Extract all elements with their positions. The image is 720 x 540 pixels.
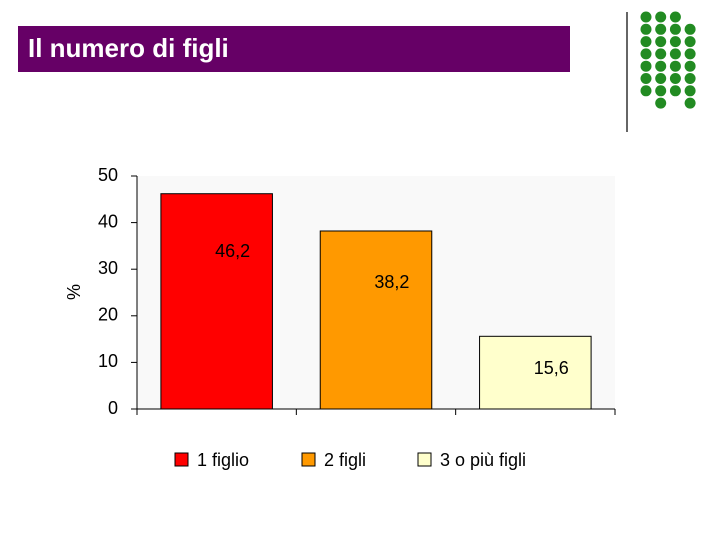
dot [655, 60, 667, 72]
data-label: 38,2 [374, 272, 409, 292]
dot [669, 36, 681, 48]
dot [655, 48, 667, 60]
dot [640, 23, 652, 35]
y-axis-label: % [64, 284, 84, 300]
y-tick-label: 40 [98, 211, 118, 231]
data-label: 46,2 [215, 241, 250, 261]
dot [684, 36, 696, 48]
legend-swatch [301, 452, 316, 467]
dot [655, 85, 667, 97]
dot [655, 23, 667, 35]
dot [669, 23, 681, 35]
legend-swatch [174, 452, 189, 467]
slide-title: Il numero di figli [28, 33, 229, 63]
title-bar [18, 26, 570, 72]
legend-swatch [417, 452, 432, 467]
y-tick-label: 10 [98, 351, 118, 371]
dot [669, 11, 681, 23]
data-label: 15,6 [534, 358, 569, 378]
dot [684, 23, 696, 35]
dot [640, 48, 652, 60]
dot [684, 85, 696, 97]
dot [684, 73, 696, 84]
y-tick-label: 20 [98, 305, 118, 325]
dot [640, 85, 652, 97]
bar [479, 335, 592, 410]
dot [669, 73, 681, 84]
dot [684, 60, 696, 72]
legend-label: 2 figli [324, 450, 366, 470]
y-tick-label: 50 [98, 165, 118, 185]
legend-label: 1 figlio [197, 450, 249, 470]
dot [669, 60, 681, 72]
dot [640, 36, 652, 48]
bar [160, 193, 273, 410]
dot [684, 97, 696, 109]
dot [655, 73, 667, 84]
y-tick-label: 0 [108, 398, 118, 418]
dot [669, 85, 681, 97]
dot [640, 11, 652, 23]
decoration [640, 11, 696, 109]
dot [655, 36, 667, 48]
dot [684, 48, 696, 60]
dot [655, 11, 667, 23]
dot [655, 97, 667, 109]
y-tick-label: 30 [98, 258, 118, 278]
dot [640, 60, 652, 72]
legend-label: 3 o più figli [440, 450, 526, 470]
dot [640, 73, 652, 84]
dot [669, 48, 681, 60]
bar [319, 230, 433, 410]
